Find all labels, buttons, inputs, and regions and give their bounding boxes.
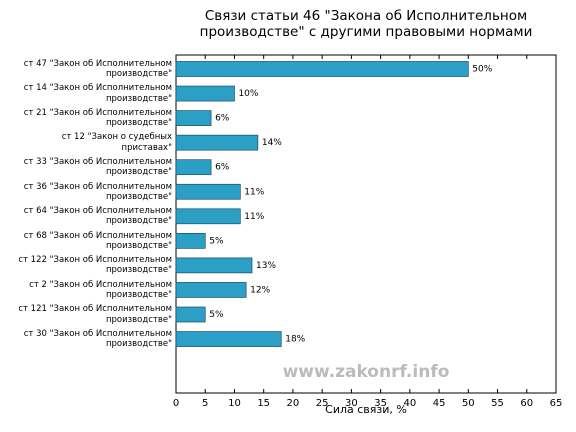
x-tick-label: 25 [316,398,329,409]
y-label-box: ст 30 "Закон об Исполнительном производс… [23,328,172,350]
value-label: 18% [285,335,305,345]
bar [175,233,206,249]
value-label: 6% [215,114,230,124]
bar [175,183,241,200]
y-tick-label: ст 36 "Закон об Исполнительном производс… [23,181,172,202]
bar [175,85,235,102]
y-tick-label: ст 2 "Закон об Исполнительном производст… [29,279,172,300]
y-tick-label: ст 47 "Закон об Исполнительном производс… [23,58,172,79]
y-tick-label: ст 122 "Закон об Исполнительном производ… [18,255,172,276]
value-label: 14% [262,138,282,148]
value-label: 6% [215,163,230,173]
y-label-box: ст 2 "Закон об Исполнительном производст… [29,279,172,300]
bar [175,61,469,77]
value-label: 5% [209,310,224,320]
chart-title: Связи статьи 46 "Закона об Исполнительно… [199,8,533,41]
watermark: www.zakonrf.info [283,362,450,382]
value-label: 10% [238,89,258,99]
x-tick-label: 45 [433,398,446,409]
y-label-box: ст 12 "Закон о судебных приставах" [61,132,172,153]
y-label-box: ст 36 "Закон об Исполнительном производс… [23,181,172,202]
value-label: 11% [244,187,264,197]
value-label: 5% [209,236,224,246]
bar [175,110,212,126]
y-label-box: ст 64 "Закон об Исполнительном производс… [23,206,172,227]
bar [175,134,259,151]
x-tick-label: 20 [287,398,300,409]
x-tick-label: 30 [345,398,358,409]
x-tick-label: 40 [403,398,416,409]
x-tick-label: 50 [462,398,475,409]
y-tick-label: ст 14 "Закон об Исполнительном производс… [23,83,172,104]
x-tick-label: 15 [257,398,270,409]
y-label-box: ст 121 "Закон об Исполнительном производ… [18,304,172,325]
x-axis-label: Сила связи, % [325,403,407,416]
y-label-box: ст 122 "Закон об Исполнительном производ… [18,255,172,276]
x-tick-label: 65 [550,398,563,409]
value-label: 11% [244,212,264,222]
x-tick-label: 10 [228,398,241,409]
y-label-box: ст 14 "Закон об Исполнительном производс… [23,83,172,104]
value-label: 12% [250,285,270,295]
y-tick-label: ст 21 "Закон об Исполнительном производс… [23,107,172,129]
y-tick-label: ст 30 "Закон об Исполнительном производс… [23,328,172,350]
bar [175,331,282,347]
x-tick-label: 60 [520,398,533,409]
value-label: 50% [472,65,492,75]
y-tick-label: ст 121 "Закон об Исполнительном производ… [18,304,172,325]
y-tick-label: ст 12 "Закон о судебных приставах" [61,132,172,153]
x-tick-label: 55 [491,398,504,409]
x-tick-label: 0 [173,398,179,409]
y-tick-label: ст 68 "Закон об Исполнительном производс… [23,230,172,251]
x-tick-label: 35 [374,398,387,409]
title-box: Связи статьи 46 "Закона об Исполнительно… [199,8,533,41]
bar [175,282,247,298]
y-label-box: ст 47 "Закон об Исполнительном производс… [23,58,172,79]
bar [175,208,241,225]
y-tick-label: ст 64 "Закон об Исполнительном производс… [23,206,172,227]
y-label-box: ст 33 "Закон об Исполнительном производс… [23,157,172,178]
x-tick-label: 5 [202,398,208,409]
y-tick-label: ст 33 "Закон об Исполнительном производс… [23,157,172,178]
value-label: 13% [256,261,276,271]
bar [175,306,206,323]
bar [175,257,253,274]
bar [175,159,212,176]
y-label-box: ст 21 "Закон об Исполнительном производс… [23,107,172,129]
y-label-box: ст 68 "Закон об Исполнительном производс… [23,230,172,251]
